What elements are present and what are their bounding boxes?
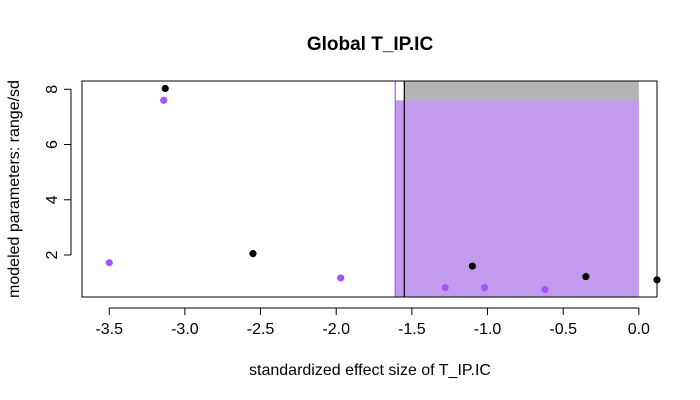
y-tick-label: 8 — [44, 85, 61, 94]
threshold-lines — [394, 81, 405, 297]
data-point — [582, 272, 590, 281]
data-point — [541, 285, 549, 294]
y-tick-label: 6 — [44, 140, 61, 149]
y-tick-label: 4 — [44, 195, 61, 204]
data-point — [441, 284, 449, 292]
x-tick-label: -3.5 — [95, 321, 123, 338]
x-tick-label: -3.0 — [171, 321, 199, 338]
data-point — [480, 284, 489, 292]
data-point — [161, 84, 169, 93]
x-tick-label: -2.5 — [247, 321, 275, 338]
x-tick-label: 0.0 — [628, 321, 650, 338]
chart-title: Global T_IP.IC — [307, 34, 434, 55]
data-point — [249, 250, 257, 258]
y-tick-label: 2 — [44, 250, 61, 259]
plot-frame — [81, 80, 658, 298]
y-axis: 2 4 6 8 — [44, 85, 72, 259]
shaded-regions — [395, 81, 639, 297]
x-axis-label: standardized effect size of T_IP.IC — [249, 362, 491, 379]
x-tick-label: -0.5 — [549, 321, 577, 338]
data-points — [105, 84, 661, 294]
data-point — [160, 96, 168, 104]
x-tick-label: -1.5 — [398, 321, 426, 338]
data-point — [337, 274, 345, 282]
x-tick-label: -1.0 — [474, 321, 502, 338]
region-sd — [395, 100, 639, 297]
x-axis: -3.5 -3.0 -2.5 -2.0 -1.5 -1.0 -0.5 0.0 — [95, 307, 650, 338]
data-point — [468, 262, 476, 270]
y-axis-label: modeled parameters: range/sd — [6, 80, 23, 298]
data-point — [105, 259, 113, 267]
x-tick-label: -2.0 — [322, 321, 350, 338]
